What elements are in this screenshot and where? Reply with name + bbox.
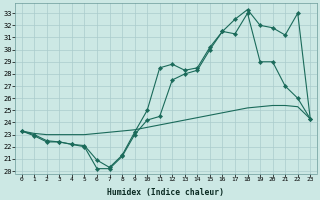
- X-axis label: Humidex (Indice chaleur): Humidex (Indice chaleur): [108, 188, 225, 197]
